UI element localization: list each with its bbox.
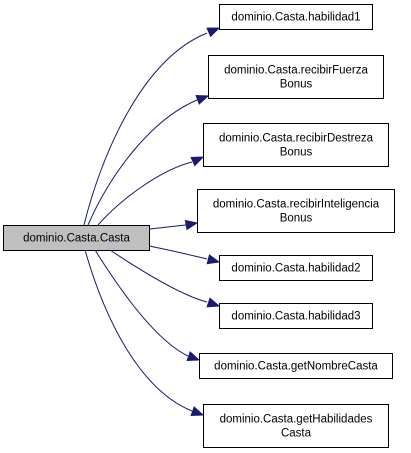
nodes-layer: dominio.Casta.Casta dominio.Casta.habilid… [3, 4, 395, 448]
edge-line [109, 249, 208, 303]
node-box [219, 255, 373, 281]
edge-line [83, 32, 208, 226]
node-label-line: Bonus [280, 79, 313, 91]
edge-to-recibirDestrezaBonus [97, 156, 205, 226]
node-box [197, 189, 395, 233]
node-label-line: dominio.Casta.habilidad3 [231, 311, 360, 323]
arrowhead-icon [206, 297, 221, 308]
arrowhead-icon [190, 406, 205, 416]
node-label-line: Bonus [280, 213, 313, 225]
node-recibirFuerzaBonus[interactable]: dominio.Casta.recibirFuerza Bonus [208, 55, 384, 99]
edge-line [94, 249, 189, 357]
node-habilidad1[interactable]: dominio.Casta.habilidad1 [219, 4, 373, 30]
arrowhead-icon [206, 254, 221, 265]
edge-to-habilidad3 [109, 249, 221, 308]
node-label-line: dominio.Casta.getHabilidades [220, 414, 373, 426]
edge-to-recibirInteligenciaBonus [148, 219, 199, 231]
node-label-line: dominio.Casta.Casta [23, 233, 130, 245]
node-getHabilidadesCasta[interactable]: dominio.Casta.getHabilidades Casta [203, 404, 389, 448]
edge-line [148, 245, 208, 260]
node-label-line: dominio.Casta.recibirDestreza [219, 133, 374, 145]
edge-line [87, 99, 198, 226]
edge-to-recibirFuerzaBonus [87, 95, 210, 226]
node-label-line: dominio.Casta.recibirFuerza [224, 65, 368, 77]
node-box [219, 4, 373, 30]
node-box [199, 353, 393, 379]
node-box [203, 123, 389, 167]
node-label-line: dominio.Casta.getNombreCasta [214, 361, 378, 373]
node-recibirDestrezaBonus[interactable]: dominio.Casta.recibirDestreza Bonus [203, 123, 389, 167]
node-habilidad3[interactable]: dominio.Casta.habilidad3 [219, 303, 373, 329]
node-getNombreCasta[interactable]: dominio.Casta.getNombreCasta [199, 353, 393, 379]
arrowhead-icon [195, 95, 210, 105]
node-label-line: dominio.Casta.habilidad1 [231, 12, 360, 24]
node-label-line: Casta [281, 428, 312, 440]
node-box [3, 225, 150, 251]
node-label-line: dominio.Casta.recibirInteligencia [213, 199, 380, 211]
edge-line [84, 249, 193, 412]
node-root[interactable]: dominio.Casta.Casta [3, 225, 150, 251]
arrowhead-icon [206, 27, 221, 38]
node-habilidad2[interactable]: dominio.Casta.habilidad2 [219, 255, 373, 281]
arrowhead-icon [184, 219, 199, 231]
edge-to-habilidad1 [83, 27, 221, 226]
node-label-line: dominio.Casta.habilidad2 [231, 263, 360, 275]
arrowhead-icon [190, 156, 205, 167]
edge-line [97, 161, 193, 226]
edge-line [148, 224, 187, 230]
arrowhead-icon [186, 351, 201, 361]
edge-to-habilidad2 [148, 245, 221, 265]
edge-to-getHabilidadesCasta [84, 249, 205, 416]
node-box [208, 55, 384, 99]
node-box [219, 303, 373, 329]
node-recibirInteligenciaBonus[interactable]: dominio.Casta.recibirInteligencia Bonus [197, 189, 395, 233]
node-label-line: Bonus [280, 147, 313, 159]
node-box [203, 404, 389, 448]
edge-to-getNombreCasta [94, 249, 201, 361]
edges-layer [83, 27, 221, 416]
